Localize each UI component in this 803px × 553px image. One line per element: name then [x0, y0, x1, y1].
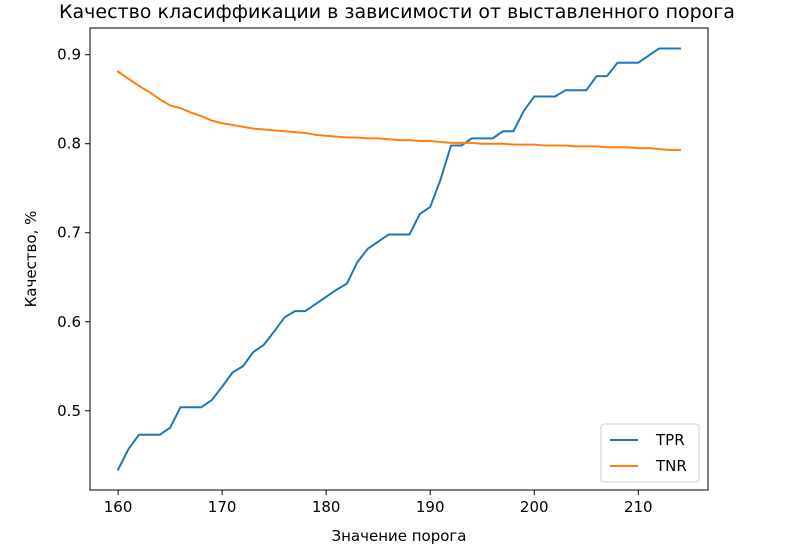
y-tick-label: 0.8	[57, 135, 81, 153]
series-line-tnr	[116, 70, 681, 151]
plot-area	[90, 28, 708, 490]
series-line-tpr	[116, 47, 681, 471]
y-tick-label: 0.6	[57, 313, 81, 331]
legend-box	[600, 423, 700, 483]
legend: TPR TNR	[600, 423, 700, 483]
legend-label-tpr: TPR	[655, 431, 685, 449]
x-axis: 160 170 180 190 200 210	[104, 490, 653, 516]
x-tick-label: 180	[312, 498, 341, 516]
series-layer	[116, 47, 681, 471]
y-axis: 0.5 0.6 0.7 0.8 0.9	[57, 46, 90, 420]
x-tick-label: 210	[624, 498, 653, 516]
plot-frame	[89, 27, 709, 491]
x-axis-label: Значение порога	[331, 527, 466, 545]
x-tick-label: 200	[520, 498, 549, 516]
legend-label-tnr: TNR	[655, 457, 687, 475]
y-tick-label: 0.5	[57, 402, 81, 420]
y-tick-label: 0.7	[57, 224, 81, 242]
x-tick-label: 190	[416, 498, 445, 516]
y-tick-label: 0.9	[57, 46, 81, 64]
y-axis-label: Качество, %	[22, 211, 40, 308]
chart-title: Качество класиффикации в зависимости от …	[59, 1, 735, 23]
x-tick-label: 160	[104, 498, 133, 516]
x-tick-label: 170	[208, 498, 237, 516]
